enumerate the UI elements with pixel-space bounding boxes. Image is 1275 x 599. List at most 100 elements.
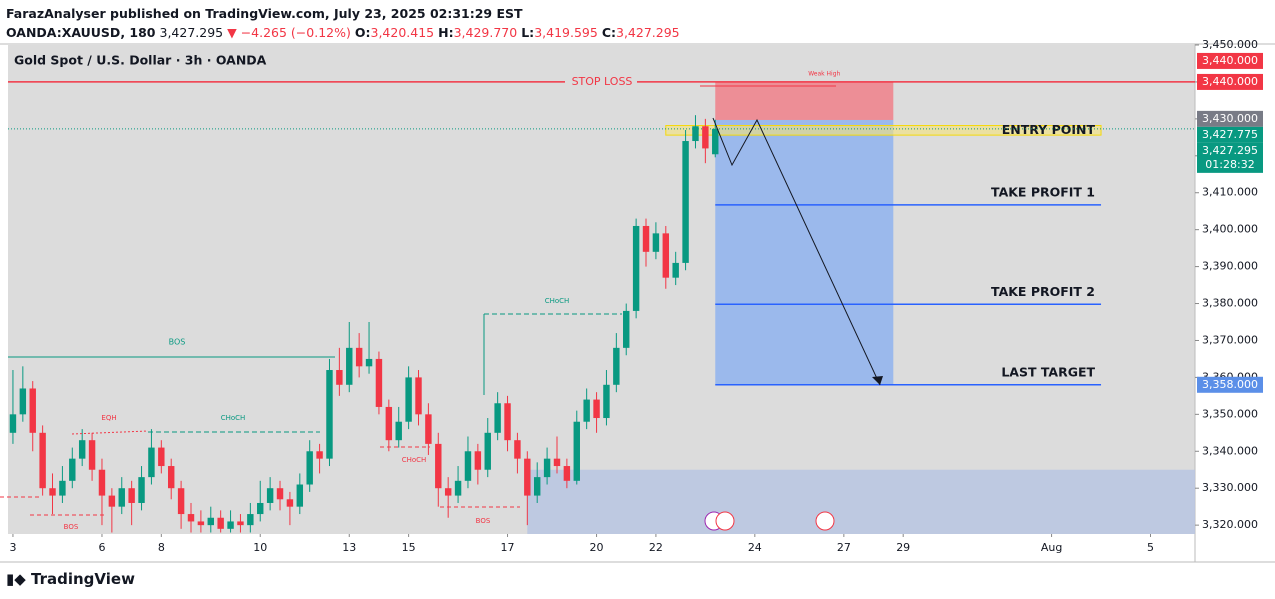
x-tick-label: 29 <box>896 541 910 554</box>
candle-body <box>415 377 422 415</box>
x-tick-label: 8 <box>158 541 165 554</box>
candle-body <box>603 384 610 419</box>
candle-body <box>237 521 244 526</box>
price-tag <box>1197 376 1263 393</box>
candle-body <box>573 421 580 481</box>
level-label: STOP LOSS <box>572 75 633 88</box>
ohlc-key: C: <box>601 25 616 40</box>
x-tick-label: Aug <box>1041 541 1062 554</box>
candle-body <box>108 495 116 507</box>
candle-body <box>435 443 442 489</box>
candle-body <box>444 488 452 496</box>
candle-body <box>266 488 274 503</box>
candle-body <box>306 451 313 485</box>
annotation: CHoCH <box>402 456 427 464</box>
x-tick-label: 3 <box>9 541 16 554</box>
x-tick-label: 24 <box>748 541 762 554</box>
eqh-line <box>71 430 149 435</box>
candle-body <box>355 347 363 367</box>
candle-body <box>257 502 264 515</box>
annotation: BOS <box>476 517 491 525</box>
countdown: 01:28:32 <box>1205 158 1254 171</box>
price-tag-label: 3,430.000 <box>1202 112 1258 125</box>
level-label: LAST TARGET <box>1001 364 1095 379</box>
candle-body <box>217 517 224 529</box>
candle-body <box>593 399 600 419</box>
candle-body <box>514 440 521 459</box>
candle-body <box>682 141 689 263</box>
y-tick-label: 3,350.000 <box>1202 407 1258 420</box>
candle-body <box>39 432 46 489</box>
x-tick-label: 17 <box>501 541 515 554</box>
y-tick-label: 3,390.000 <box>1202 260 1258 273</box>
annotation: CHoCH <box>221 414 246 422</box>
last-price: 3,427.295 <box>159 25 224 40</box>
candle-body <box>88 440 96 470</box>
footer-brand: ▮◆ TradingView <box>6 570 135 588</box>
candle-body <box>504 403 511 441</box>
candle-body <box>148 447 155 478</box>
candle-body <box>365 358 373 367</box>
candle-body <box>59 480 66 496</box>
candle-body <box>375 358 383 407</box>
candle-body <box>623 310 630 348</box>
zone-box <box>715 119 894 385</box>
ohlc-key: H: <box>438 25 454 40</box>
candle-body <box>207 517 214 526</box>
candle-body <box>49 488 56 496</box>
price-tag <box>1197 52 1263 69</box>
candle-body <box>494 403 501 433</box>
chart-title: Gold Spot / U.S. Dollar · 3h · OANDA <box>14 53 267 68</box>
candle-body <box>692 126 699 142</box>
x-tick-label: 20 <box>590 541 604 554</box>
event-icon[interactable] <box>715 511 735 531</box>
y-tick-label: 3,380.000 <box>1202 297 1258 310</box>
candle-body <box>336 370 343 385</box>
event-icon[interactable] <box>815 511 835 531</box>
candle-body <box>19 388 27 415</box>
candle-body <box>78 440 86 459</box>
candle-body <box>385 406 393 441</box>
candle-body <box>652 233 660 252</box>
candle-body <box>712 128 719 155</box>
y-tick-label: 3,410.000 <box>1202 186 1258 199</box>
y-tick-label: 3,450.000 <box>1202 38 1258 51</box>
price-tag-label: 3,440.000 <box>1202 54 1258 67</box>
arrow-head <box>872 376 883 385</box>
price-tag-label: 3,427.295 <box>1202 144 1258 157</box>
box-label: ENTRY POINT <box>1002 122 1096 137</box>
level-label: TAKE PROFIT 1 <box>991 184 1095 199</box>
y-tick-label: 3,320.000 <box>1202 518 1258 531</box>
box-label: Weak High <box>808 70 840 77</box>
ohlc-value: 3,429.770 <box>453 25 518 40</box>
annotation: CHoCH <box>545 297 570 305</box>
price-tag <box>1197 110 1263 127</box>
ohlc-value: 3,427.295 <box>616 25 680 40</box>
candle-body <box>405 377 412 422</box>
candle-body <box>425 414 432 444</box>
candle-body <box>247 514 254 526</box>
candle-body <box>632 225 640 311</box>
candle-body <box>286 499 294 507</box>
candle-body <box>464 451 472 481</box>
ohlc-key: O: <box>354 25 371 40</box>
symbol: OANDA:XAUUSD, 180 <box>6 25 156 40</box>
candle-body <box>197 521 205 526</box>
change: ▼ −4.265 (−0.12%) <box>227 25 351 40</box>
y-tick-label: 3,330.000 <box>1202 481 1258 494</box>
price-tag-label: 3,427.775 <box>1202 128 1258 141</box>
x-tick-label: 27 <box>837 541 851 554</box>
brand: TradingView <box>31 570 135 588</box>
candle-body <box>227 521 234 529</box>
candle-body <box>177 488 185 515</box>
candle-body <box>276 488 284 500</box>
price-tag-label: 3,440.000 <box>1202 75 1258 88</box>
candle-body <box>563 466 571 481</box>
candle-body <box>98 469 106 496</box>
candle-body <box>326 370 333 459</box>
publisher: FarazAnalyser published on TradingView.c… <box>6 6 523 21</box>
price-tag-label: 3,358.000 <box>1202 378 1258 391</box>
candle-body <box>533 477 541 496</box>
annotation: BOS <box>64 523 79 531</box>
